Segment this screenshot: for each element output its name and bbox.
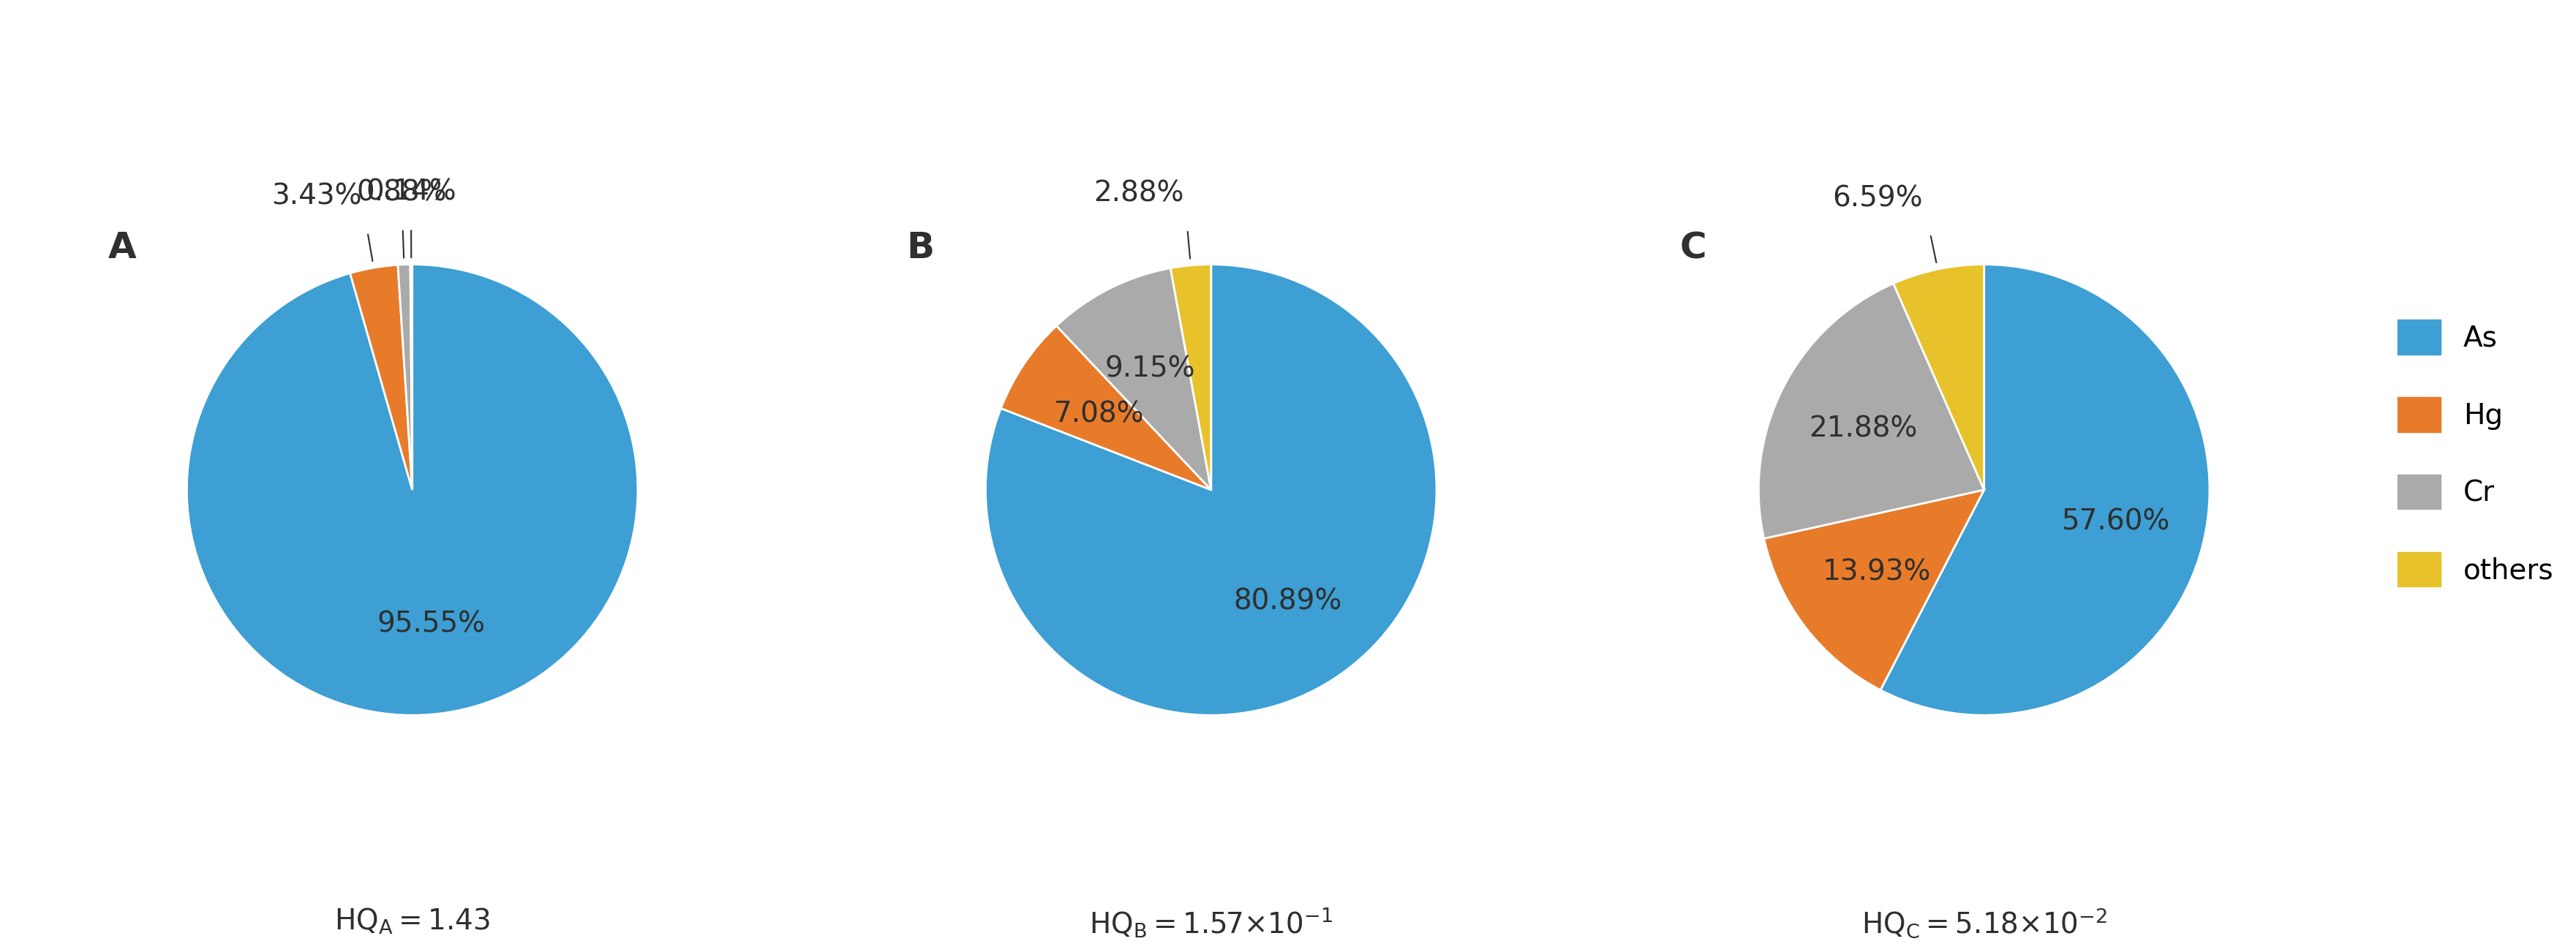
Text: 9.15%: 9.15% [1105,355,1195,383]
Text: 3.43%: 3.43% [270,183,361,211]
Wedge shape [1759,283,1984,539]
Text: $\mathregular{HQ_{C}=5.18×10^{−2}}$: $\mathregular{HQ_{C}=5.18×10^{−2}}$ [1860,906,2107,939]
Text: 13.93%: 13.93% [1821,559,1929,586]
Text: 57.60%: 57.60% [2061,508,2169,535]
Text: 21.88%: 21.88% [1808,414,1917,443]
Wedge shape [987,264,1435,716]
Text: 95.55%: 95.55% [376,610,484,637]
Text: 0.88%: 0.88% [355,178,446,207]
Wedge shape [1765,490,1984,690]
Text: 2.88%: 2.88% [1095,179,1185,208]
Text: 80.89%: 80.89% [1234,587,1342,615]
Wedge shape [350,265,412,490]
Text: C: C [1680,230,1705,265]
Wedge shape [188,264,636,716]
Wedge shape [1893,264,1984,490]
Wedge shape [1056,268,1211,490]
Wedge shape [397,264,412,490]
Wedge shape [999,326,1211,490]
Text: $\mathregular{HQ_{A}=1.43}$: $\mathregular{HQ_{A}=1.43}$ [335,906,489,936]
Text: 0.14%: 0.14% [366,178,456,206]
Legend: As, Hg, Cr, others: As, Hg, Cr, others [2398,320,2553,586]
Wedge shape [1880,264,2208,716]
Text: 6.59%: 6.59% [1832,185,1922,212]
Text: A: A [108,230,137,265]
Text: B: B [907,230,935,265]
Wedge shape [1170,264,1211,490]
Text: 7.08%: 7.08% [1054,400,1144,429]
Text: $\mathregular{HQ_{B}=1.57×10^{−1}}$: $\mathregular{HQ_{B}=1.57×10^{−1}}$ [1090,906,1332,939]
